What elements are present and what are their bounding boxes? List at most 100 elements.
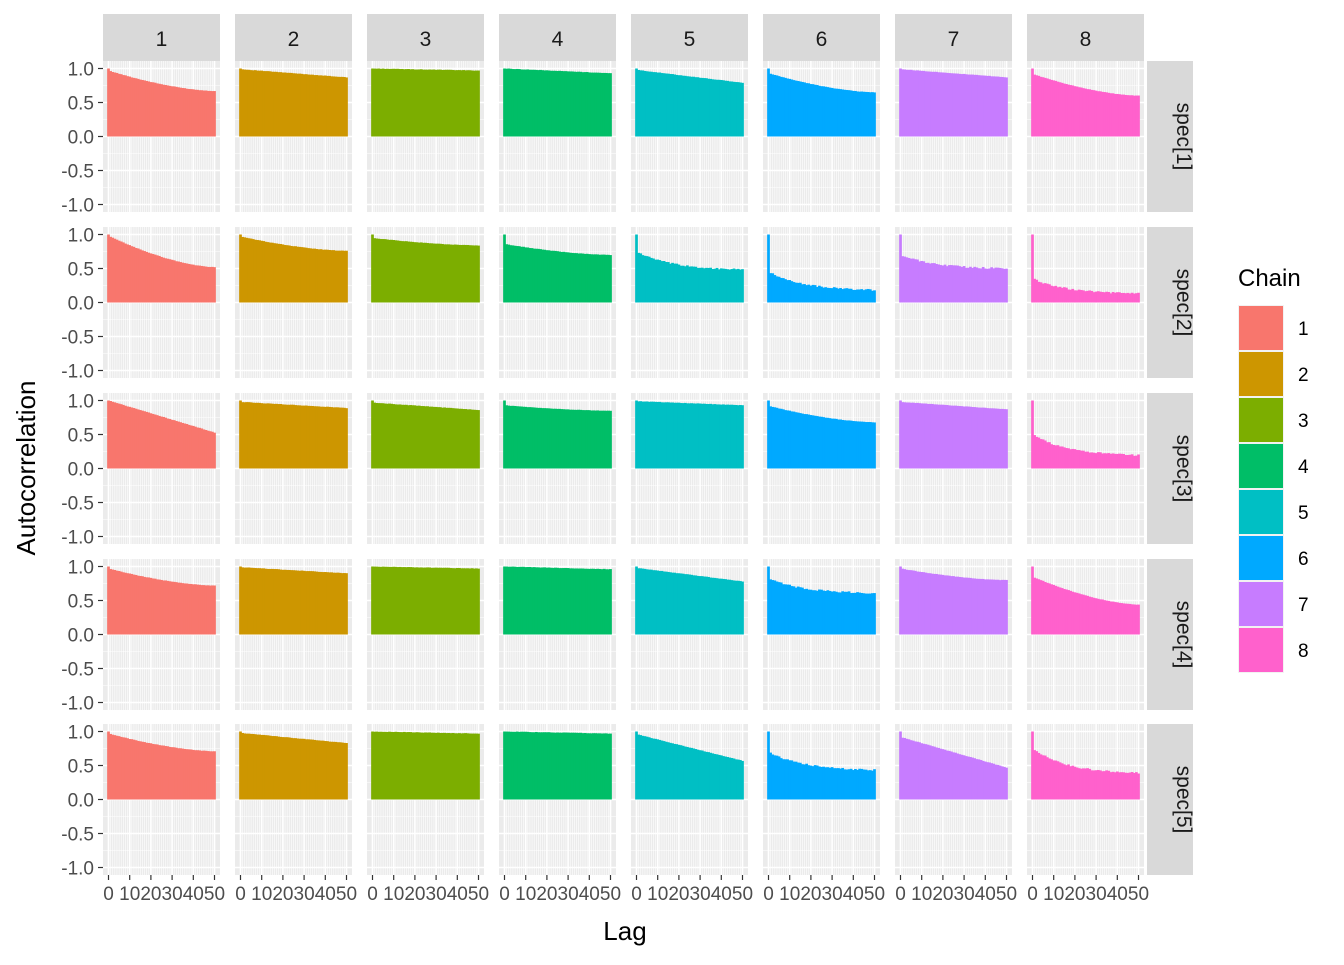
acf-bar (645, 569, 649, 635)
acf-bar (319, 75, 323, 137)
acf-bar (1137, 604, 1140, 635)
acf-bar (438, 732, 442, 800)
acf-bar (598, 254, 602, 303)
acf-bar (928, 71, 932, 137)
acf-bar (1105, 453, 1109, 469)
acf-bar (304, 739, 308, 800)
acf-bar (988, 579, 991, 635)
acf-bar (300, 738, 304, 800)
acf-bar (741, 581, 744, 635)
acf-bar (1086, 768, 1089, 800)
acf-bar (717, 79, 721, 137)
acf-bar (321, 740, 325, 800)
x-tick-label: 0 (499, 884, 510, 905)
facet-strip-bg (1027, 14, 1144, 61)
acf-bar (151, 578, 155, 635)
acf-bar (438, 69, 442, 137)
acf-bar (649, 569, 653, 635)
acf-bar (460, 70, 463, 137)
acf-bar (462, 244, 466, 303)
acf-bar (728, 757, 732, 800)
acf-bar (647, 569, 651, 635)
acf-bar (818, 285, 821, 303)
acf-bar (771, 754, 775, 800)
acf-bar (992, 579, 996, 635)
acf-bar (277, 243, 281, 303)
panel-r2-c1: -1.0-0.50.00.51.0 (61, 226, 220, 383)
acf-bar (916, 259, 919, 303)
acf-bar (556, 408, 559, 469)
acf-bar (1069, 766, 1073, 800)
acf-bar (472, 568, 476, 635)
acf-bar (1128, 454, 1132, 469)
acf-bar (109, 569, 112, 635)
acf-bar (924, 744, 928, 800)
acf-bar (645, 71, 649, 137)
acf-bar (1065, 287, 1068, 303)
acf-bar (528, 566, 532, 635)
acf-bar (1073, 449, 1077, 469)
acf-bar (1000, 76, 1004, 137)
acf-bar (975, 267, 979, 303)
acf-bar (1135, 772, 1138, 800)
panel-r3-c8 (1027, 393, 1144, 544)
acf-bar (1003, 579, 1006, 635)
acf-bar (143, 80, 146, 137)
acf-bar (690, 76, 693, 137)
acf-bar (155, 83, 159, 137)
acf-bar (294, 405, 297, 469)
acf-bar (1000, 579, 1004, 635)
acf-bar (155, 579, 159, 635)
acf-bar (728, 269, 732, 303)
acf-bar (694, 403, 698, 469)
acf-bar (132, 77, 136, 137)
acf-bar (107, 234, 110, 303)
acf-bar (151, 413, 155, 469)
acf-bar (977, 407, 981, 469)
acf-bar (604, 254, 608, 303)
acf-bar (528, 407, 532, 469)
acf-bar (213, 91, 216, 137)
acf-bar (371, 731, 374, 800)
acf-bar (568, 732, 572, 800)
acf-bar (311, 74, 314, 137)
acf-bar (592, 72, 595, 137)
acf-bar (1033, 74, 1036, 137)
acf-bar (607, 73, 610, 137)
acf-bar (258, 402, 261, 469)
acf-bar (911, 402, 915, 469)
acf-bar (675, 744, 679, 800)
y-tick-label: 1.0 (68, 226, 94, 247)
acf-bar (260, 403, 264, 469)
acf-bar (713, 404, 717, 469)
panel-r2-c6 (763, 227, 880, 378)
acf-bar (771, 580, 775, 635)
acf-bar (790, 411, 794, 469)
acf-bar (326, 572, 329, 635)
acf-bar (164, 580, 168, 635)
acf-bar (174, 420, 178, 469)
x-tick-label: 20 (1064, 884, 1085, 905)
acf-bar (119, 241, 123, 303)
acf-bar (1086, 451, 1089, 469)
acf-bar (811, 284, 815, 303)
acf-bar (637, 401, 640, 469)
acf-bar (969, 756, 972, 800)
acf-bar (828, 87, 832, 137)
acf-bar (585, 568, 589, 635)
acf-bar (643, 568, 647, 635)
acf-bar (786, 410, 789, 469)
acf-bar (513, 405, 517, 469)
acf-bar (839, 768, 842, 800)
x-tick-label: 10 (911, 884, 932, 905)
acf-bar (1092, 770, 1096, 800)
facet-strip-label: spec[5] (1172, 766, 1195, 834)
acf-bar (830, 767, 834, 800)
acf-bar (554, 70, 557, 137)
acf-bar (379, 566, 383, 635)
acf-bar (407, 567, 410, 635)
acf-bar (330, 741, 334, 800)
acf-bar (172, 581, 176, 635)
acf-bar (373, 68, 376, 137)
acf-bar (388, 239, 391, 303)
